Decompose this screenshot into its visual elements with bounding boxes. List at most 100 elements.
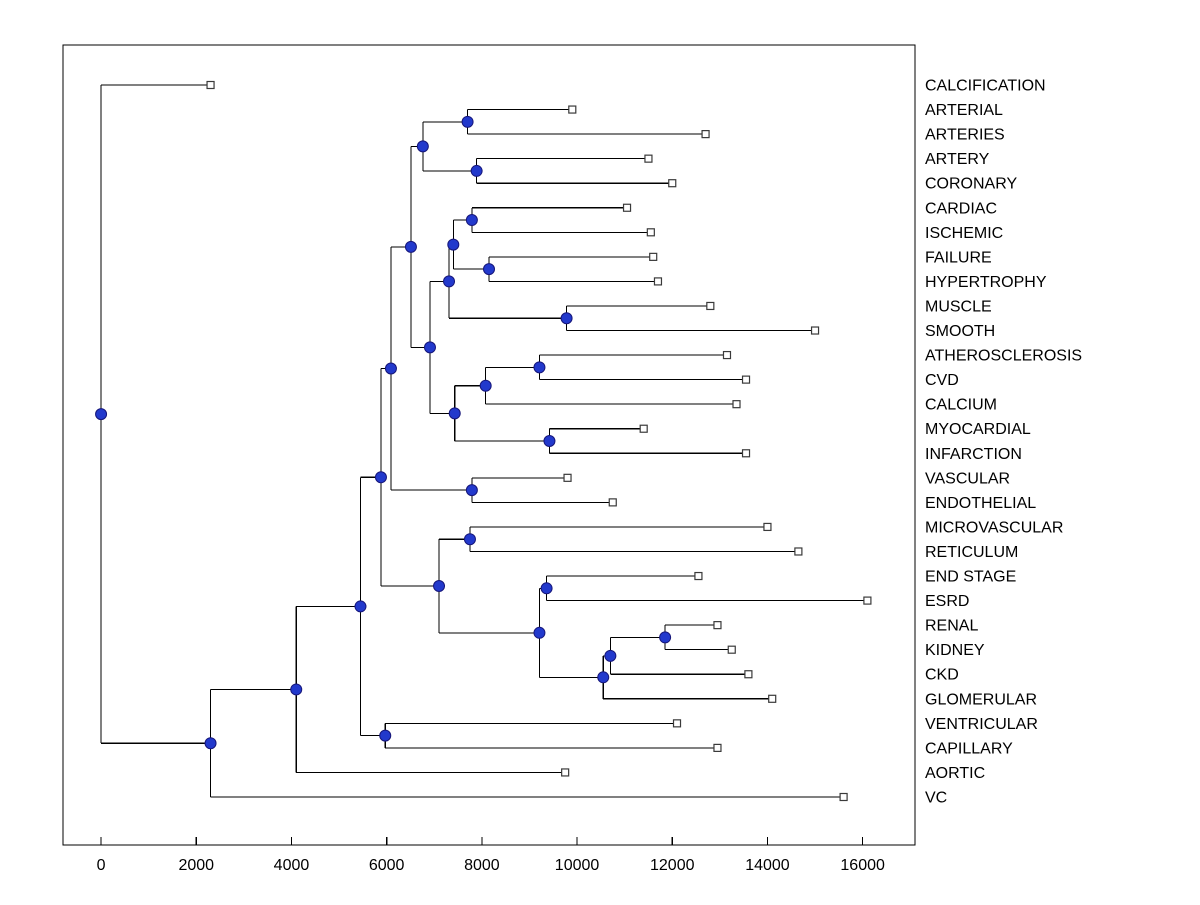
merge-node-marker bbox=[465, 484, 478, 497]
leaf-marker bbox=[722, 350, 732, 360]
merge-node-marker bbox=[461, 115, 474, 128]
merge-node-marker bbox=[483, 263, 495, 276]
leaf-marker bbox=[649, 252, 658, 261]
leaf-label: RETICULUM bbox=[925, 544, 1018, 561]
merge-node-marker bbox=[470, 164, 483, 177]
leaf-marker bbox=[713, 621, 722, 630]
merge-node-marker bbox=[433, 580, 446, 593]
leaf-label: HYPERTROPHY bbox=[925, 274, 1047, 291]
leaf-marker bbox=[727, 645, 736, 654]
x-tick-label: 12000 bbox=[650, 857, 695, 874]
leaf-label: CKD bbox=[925, 667, 959, 684]
leaf-marker bbox=[713, 743, 722, 752]
x-tick-label: 0 bbox=[97, 857, 106, 874]
leaf-marker bbox=[206, 80, 215, 90]
leaf-label: MYOCARDIAL bbox=[925, 421, 1031, 438]
merge-node-marker bbox=[423, 341, 436, 354]
leaf-marker bbox=[744, 670, 753, 679]
leaf-marker bbox=[563, 473, 572, 482]
leaf-marker bbox=[608, 498, 617, 507]
leaf-label: ENDOTHELIAL bbox=[925, 495, 1036, 512]
leaf-label: RENAL bbox=[925, 618, 978, 635]
leaf-label: INFARCTION bbox=[925, 446, 1022, 463]
leaf-label: GLOMERULAR bbox=[925, 691, 1037, 708]
leaf-label: CALCIUM bbox=[925, 397, 997, 414]
leaf-label: MICROVASCULAR bbox=[925, 519, 1063, 536]
merge-node-marker bbox=[463, 533, 476, 546]
leaf-marker bbox=[694, 571, 703, 581]
merge-node-marker bbox=[384, 362, 397, 375]
merge-node-marker bbox=[659, 631, 672, 644]
leaf-label: MUSCLE bbox=[925, 298, 992, 315]
x-tick-label: 16000 bbox=[840, 857, 885, 874]
leaf-marker bbox=[794, 547, 803, 556]
leaf-label: SMOOTH bbox=[925, 323, 995, 340]
leaf-marker bbox=[639, 424, 648, 433]
merge-node-marker bbox=[354, 600, 367, 613]
merge-node-marker bbox=[404, 240, 417, 253]
leaf-marker bbox=[741, 375, 751, 384]
x-tick-label: 10000 bbox=[555, 857, 600, 874]
leaf-label: VENTRICULAR bbox=[925, 716, 1038, 733]
x-tick-label: 4000 bbox=[274, 857, 310, 874]
merge-node-marker bbox=[540, 582, 553, 595]
merge-node-marker bbox=[533, 361, 546, 374]
leaf-marker bbox=[732, 400, 741, 409]
merge-node-marker bbox=[204, 737, 217, 750]
merge-node-marker bbox=[416, 140, 429, 153]
leaf-marker bbox=[701, 130, 710, 139]
merge-node-marker bbox=[533, 626, 546, 639]
x-tick-label: 14000 bbox=[745, 857, 790, 874]
merge-node-marker bbox=[604, 649, 617, 662]
leaf-marker bbox=[763, 522, 772, 532]
merge-node-marker bbox=[290, 683, 303, 696]
x-tick-label: 6000 bbox=[369, 857, 405, 874]
leaf-label: ARTERIAL bbox=[925, 102, 1003, 119]
leaf-marker bbox=[672, 719, 682, 728]
merge-node-marker bbox=[465, 214, 478, 227]
leaf-label: CALCIFICATION bbox=[925, 78, 1046, 95]
leaf-marker bbox=[810, 326, 820, 335]
merge-node-marker bbox=[374, 471, 387, 484]
merge-node-marker bbox=[543, 435, 556, 447]
leaf-label: VC bbox=[925, 790, 947, 807]
plot-border bbox=[62, 44, 916, 846]
leaf-marker bbox=[668, 179, 677, 188]
merge-node-marker bbox=[560, 312, 573, 325]
leaf-label: ARTERY bbox=[925, 151, 990, 168]
x-tick-label: 8000 bbox=[464, 857, 500, 874]
leaf-label: AORTIC bbox=[925, 765, 985, 782]
merge-node-marker bbox=[597, 671, 610, 684]
merge-node-marker bbox=[448, 407, 461, 420]
merge-node-marker bbox=[443, 275, 456, 288]
leaf-marker bbox=[644, 154, 653, 163]
leaf-marker bbox=[646, 228, 655, 237]
leaf-label: VASCULAR bbox=[925, 470, 1010, 487]
leaf-label: ARTERIES bbox=[925, 127, 1005, 144]
merge-node-marker bbox=[447, 238, 460, 251]
leaf-marker bbox=[622, 203, 632, 212]
leaf-label: KIDNEY bbox=[925, 642, 985, 659]
leaf-label: FAILURE bbox=[925, 249, 992, 266]
leaf-label: CORONARY bbox=[925, 176, 1017, 193]
leaf-label: ESRD bbox=[925, 593, 969, 610]
merge-node-marker bbox=[479, 379, 492, 392]
leaf-label: CAPILLARY bbox=[925, 740, 1013, 757]
leaf-label: CARDIAC bbox=[925, 200, 997, 217]
merge-node-marker bbox=[95, 408, 108, 421]
merge-node-marker bbox=[379, 729, 392, 742]
x-tick-label: 2000 bbox=[178, 857, 214, 874]
leaf-marker bbox=[839, 792, 848, 802]
leaf-marker bbox=[653, 277, 663, 286]
leaf-marker bbox=[768, 694, 777, 703]
leaf-marker bbox=[561, 768, 570, 777]
leaf-marker bbox=[706, 301, 715, 311]
leaf-label: ISCHEMIC bbox=[925, 225, 1003, 242]
leaf-marker bbox=[863, 596, 872, 605]
leaf-label: END STAGE bbox=[925, 569, 1016, 586]
leaf-marker bbox=[741, 449, 751, 458]
leaf-marker bbox=[568, 105, 577, 114]
leaf-label: ATHEROSCLEROSIS bbox=[925, 348, 1082, 365]
